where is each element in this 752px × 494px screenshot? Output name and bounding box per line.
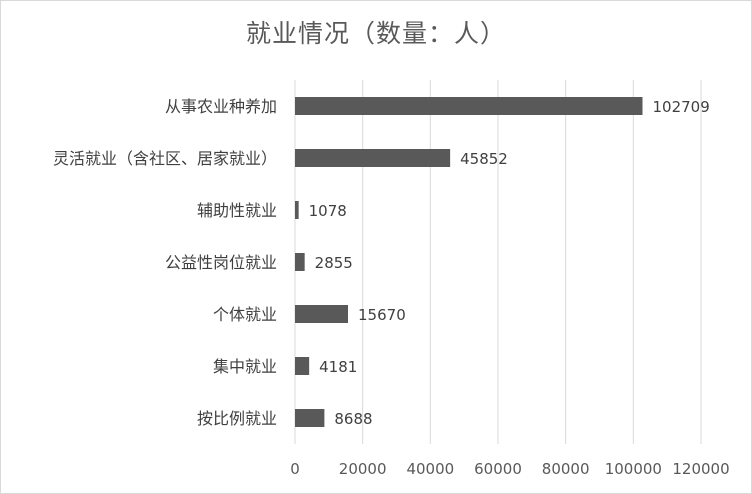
data-label: 4181	[319, 358, 357, 376]
bar	[295, 409, 325, 427]
category-label: 灵活就业（含社区、居家就业）	[53, 149, 277, 168]
data-label: 2855	[315, 254, 353, 272]
data-label: 8688	[334, 410, 372, 428]
x-tick-label: 120000	[672, 460, 729, 478]
data-label: 1078	[309, 202, 347, 220]
category-label: 从事农业种养加	[165, 97, 277, 116]
x-tick-label: 40000	[406, 460, 454, 478]
bar	[295, 357, 310, 375]
x-tick-label: 0	[290, 460, 300, 478]
bars	[295, 97, 643, 427]
bar	[295, 97, 643, 115]
data-label: 45852	[460, 150, 508, 168]
x-tick-label: 80000	[542, 460, 590, 478]
x-tick-labels: 0 20000 40000 60000 80000 100000 120000	[290, 460, 729, 478]
x-tick-label: 60000	[474, 460, 522, 478]
data-labels: 102709 45852 1078 2855 15670 4181 8688	[309, 98, 710, 428]
category-label: 个体就业	[213, 305, 277, 324]
chart-title: 就业情况（数量：人）	[245, 19, 506, 48]
bar	[295, 201, 299, 219]
data-label: 15670	[358, 306, 406, 324]
category-label: 公益性岗位就业	[165, 253, 277, 272]
bar	[295, 305, 349, 323]
bar	[295, 253, 305, 271]
gridlines	[294, 80, 702, 444]
x-tick-label: 100000	[605, 460, 662, 478]
x-tick-label: 20000	[339, 460, 387, 478]
category-label: 辅助性就业	[197, 201, 277, 220]
bar	[295, 149, 451, 167]
category-label: 按比例就业	[197, 409, 277, 428]
data-label: 102709	[652, 98, 709, 116]
category-label: 集中就业	[213, 357, 277, 376]
